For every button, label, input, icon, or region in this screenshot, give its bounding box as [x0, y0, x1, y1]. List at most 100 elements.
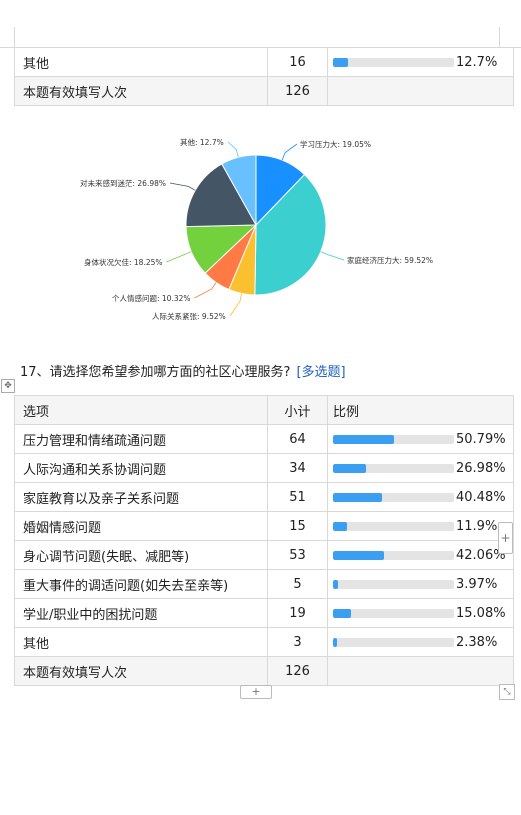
option-count: 5 [267, 569, 328, 599]
header-count: 小计 [267, 395, 328, 425]
bar-fill [333, 492, 382, 502]
pie-leader-line [229, 293, 242, 317]
option-count: 53 [267, 540, 328, 570]
bar-fill [333, 463, 366, 473]
percent-value: 26.98% [456, 460, 506, 476]
header-percent: 比例 [327, 395, 514, 425]
option-count: 3 [267, 627, 328, 657]
percent-bar: 11.9% [333, 519, 513, 534]
percent-value: 15.08% [456, 605, 506, 621]
bar-track [333, 521, 454, 531]
option-percent: 12.7% [327, 47, 514, 77]
bar-fill [333, 608, 352, 618]
footer-empty [327, 76, 514, 106]
pie-leader-line [320, 251, 345, 261]
bar-track [333, 463, 454, 473]
footer-empty [327, 656, 514, 686]
table-row: 学业/职业中的困扰问题 19 15.08% [14, 598, 514, 628]
option-percent: 26.98% [327, 453, 514, 483]
bar-fill [333, 550, 384, 560]
pie-chart: 学习压力大: 19.05% 家庭经济压力大: 59.52% 人际关系紧张: 9.52… [80, 137, 433, 321]
bar-track [333, 550, 454, 560]
option-label: 重大事件的调适问题(如失去至亲等) [14, 569, 268, 599]
bar-fill [333, 579, 338, 589]
percent-value: 11.9% [456, 518, 498, 534]
table-row: 婚姻情感问题 15 11.9% [14, 511, 514, 541]
option-label: 压力管理和情绪疏通问题 [14, 424, 268, 454]
add-column-button[interactable]: + [498, 522, 513, 554]
footer-label: 本题有效填写人次 [14, 76, 268, 106]
footer-count: 126 [267, 656, 328, 686]
option-count: 34 [267, 453, 328, 483]
bar-fill [333, 57, 349, 67]
pie-leader-line [227, 141, 239, 158]
option-percent: 2.38% [327, 627, 514, 657]
percent-bar: 2.38% [333, 635, 513, 650]
resize-icon[interactable]: ⤡ [499, 684, 515, 700]
option-count: 64 [267, 424, 328, 454]
percent-value: 12.7% [456, 54, 498, 70]
option-percent: 42.06% [327, 540, 514, 570]
option-count: 16 [267, 47, 328, 77]
percent-value: 50.79% [456, 431, 506, 447]
pie-slice [185, 163, 257, 228]
question-text: 17、请选择您希望参加哪方面的社区心理服务? [20, 365, 291, 380]
option-label: 身心调节问题(失眠、减肥等) [14, 540, 268, 570]
add-row-button[interactable]: + [240, 685, 272, 699]
table-footer-row: 本题有效填写人次 126 [14, 76, 514, 106]
pie-leader-line [194, 282, 217, 299]
option-percent: 11.9% [327, 511, 514, 541]
pie-label: 身体状况欠佳: 18.25% [84, 257, 163, 267]
pie-label: 家庭经济压力大: 59.52% [347, 255, 433, 265]
bar-track [333, 637, 454, 647]
option-label: 家庭教育以及亲子关系问题 [14, 482, 268, 512]
option-count: 51 [267, 482, 328, 512]
question-17-title: 17、请选择您希望参加哪方面的社区心理服务? [多选题] [20, 361, 346, 380]
table-row: 人际沟通和关系协调问题 34 26.98% [14, 453, 514, 483]
table-row: 重大事件的调适问题(如失去至亲等) 5 3.97% [14, 569, 514, 599]
pie-label: 学习压力大: 19.05% [300, 139, 371, 149]
percent-value: 40.48% [456, 489, 506, 505]
bar-track [333, 492, 454, 502]
move-icon[interactable]: ✥ [1, 379, 15, 393]
option-label: 学业/职业中的困扰问题 [14, 598, 268, 628]
page-margin-left [14, 27, 15, 47]
percent-bar: 50.79% [333, 432, 513, 447]
percent-value: 42.06% [456, 547, 506, 563]
table-row: 其他 16 12.7% [14, 47, 514, 77]
option-label: 人际沟通和关系协调问题 [14, 453, 268, 483]
percent-bar: 42.06% [333, 548, 513, 563]
pie-label: 人际关系紧张: 9.52% [152, 311, 226, 321]
pie-slice [221, 154, 257, 227]
option-count: 15 [267, 511, 328, 541]
option-label: 婚姻情感问题 [14, 511, 268, 541]
previous-question-table: 其他 16 12.7% 本题有效填写人次 126 [14, 47, 514, 106]
option-percent: 3.97% [327, 569, 514, 599]
pie-label: 个人情感问题: 10.32% [112, 293, 191, 303]
bar-fill [333, 521, 348, 531]
percent-value: 2.38% [456, 634, 498, 650]
pie-leader-line [281, 143, 298, 161]
pie-label: 其他: 12.7% [180, 137, 224, 147]
table-header-row: 选项 小计 比例 [14, 395, 514, 425]
table-footer-row: 本题有效填写人次 126 [14, 656, 514, 686]
option-label: 其他 [14, 627, 268, 657]
question-17-table: 选项 小计 比例 压力管理和情绪疏通问题 64 50.79% 人际沟通和关系协调问题 3… [14, 395, 514, 686]
table-row: 压力管理和情绪疏通问题 64 50.79% [14, 424, 514, 454]
table-row: 家庭教育以及亲子关系问题 51 40.48% [14, 482, 514, 512]
table-row: 身心调节问题(失眠、减肥等) 53 42.06% [14, 540, 514, 570]
table-row: 其他 3 2.38% [14, 627, 514, 657]
percent-bar: 40.48% [333, 490, 513, 505]
option-percent: 40.48% [327, 482, 514, 512]
bar-track [333, 434, 454, 444]
question-type-tag: [多选题] [296, 365, 346, 380]
footer-count: 126 [267, 76, 328, 106]
bar-fill [333, 637, 337, 647]
percent-bar: 26.98% [333, 461, 513, 476]
header-option: 选项 [14, 395, 268, 425]
bar-track [333, 579, 454, 589]
option-percent: 50.79% [327, 424, 514, 454]
pie-leader-line [169, 182, 196, 191]
pie-leader-line [166, 251, 192, 263]
percent-bar: 15.08% [333, 606, 513, 621]
